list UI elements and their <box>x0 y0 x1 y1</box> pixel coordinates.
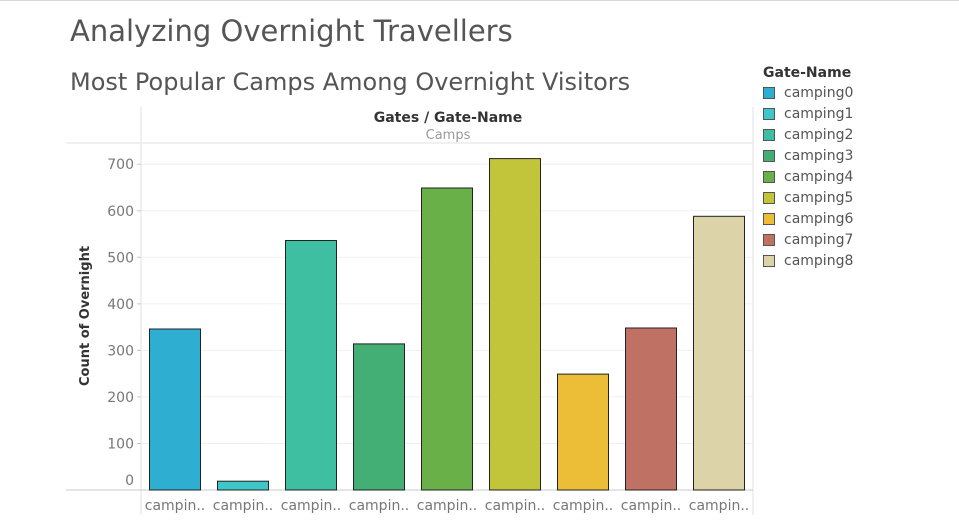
legend-item-camping2[interactable]: camping2 <box>763 124 953 145</box>
legend-label: camping7 <box>784 232 854 249</box>
y-tick-label: 200 <box>107 390 134 406</box>
x-tick-label: campin.. <box>553 498 613 514</box>
x-tick-label: campin.. <box>349 498 409 514</box>
bar-camping5[interactable] <box>489 158 541 491</box>
legend-label: camping3 <box>784 147 854 164</box>
column-subheader: Camps <box>426 128 471 143</box>
x-tick-label: campin.. <box>689 498 749 514</box>
top-rule <box>0 0 959 1</box>
legend-swatch <box>763 170 775 183</box>
y-axis-label: Count of Overnight <box>78 246 93 386</box>
legend-item-camping0[interactable]: camping0 <box>763 82 953 103</box>
legend-swatch <box>763 86 775 99</box>
legend-label: camping5 <box>784 190 854 207</box>
bars <box>149 158 745 491</box>
legend-label: camping4 <box>784 168 854 185</box>
y-tick-label: 700 <box>107 157 134 173</box>
legend-items: camping0 camping1 camping2 camping3 camping4… <box>763 82 953 272</box>
x-tick-label: campin.. <box>485 498 545 514</box>
legend-title: Gate-Name <box>763 65 852 81</box>
legend-label: camping0 <box>784 84 854 101</box>
legend-item-camping7[interactable]: camping7 <box>763 230 953 251</box>
x-tick-label: campin.. <box>213 498 273 514</box>
legend-item-camping5[interactable]: camping5 <box>763 187 953 208</box>
bar-camping2[interactable] <box>285 240 337 491</box>
legend-swatch <box>763 192 775 205</box>
x-tick-label: campin.. <box>281 498 341 514</box>
legend-swatch <box>763 234 775 247</box>
legend-label: camping6 <box>784 211 854 228</box>
legend-item-camping8[interactable]: camping8 <box>763 251 953 272</box>
legend-label: camping1 <box>784 105 854 122</box>
y-tick-label: 500 <box>107 250 134 266</box>
bar-camping7[interactable] <box>625 327 677 491</box>
y-tick-label: 100 <box>107 436 134 452</box>
y-tick-label: 600 <box>107 204 134 220</box>
bar-camping4[interactable] <box>421 187 473 491</box>
bar-camping8[interactable] <box>693 215 745 491</box>
y-axis-ticks: 0 100 200 300 400 500 600 700 <box>107 157 141 491</box>
dashboard-title: Analyzing Overnight Travellers <box>70 14 513 48</box>
bar-camping3[interactable] <box>353 343 405 491</box>
x-tick-label: campin.. <box>417 498 477 514</box>
legend-item-camping6[interactable]: camping6 <box>763 209 953 230</box>
legend: Gate-Name camping0 camping1 camping2 campin… <box>763 64 953 272</box>
x-tick-label: campin.. <box>145 498 205 514</box>
x-axis-ticks: campin.. campin.. campin.. campin.. campin..… <box>145 498 749 514</box>
legend-swatch <box>763 107 775 120</box>
bar-camping1[interactable] <box>217 480 269 491</box>
legend-item-camping3[interactable]: camping3 <box>763 145 953 166</box>
x-tick-label: campin.. <box>621 498 681 514</box>
bar-camping6[interactable] <box>557 373 609 491</box>
legend-swatch <box>763 213 775 226</box>
column-header: Gates / Gate-Name <box>374 110 523 126</box>
legend-label: camping2 <box>784 126 854 143</box>
y-tick-label: 400 <box>107 297 134 313</box>
y-tick-label: 0 <box>125 473 134 489</box>
legend-swatch <box>763 149 775 162</box>
bar-camping0[interactable] <box>149 328 201 491</box>
chart-title: Most Popular Camps Among Overnight Visit… <box>70 68 631 96</box>
legend-item-camping4[interactable]: camping4 <box>763 166 953 187</box>
legend-label: camping8 <box>784 253 854 270</box>
legend-item-camping1[interactable]: camping1 <box>763 103 953 124</box>
legend-swatch <box>763 128 775 141</box>
legend-swatch <box>763 255 775 268</box>
y-tick-label: 300 <box>107 343 134 359</box>
